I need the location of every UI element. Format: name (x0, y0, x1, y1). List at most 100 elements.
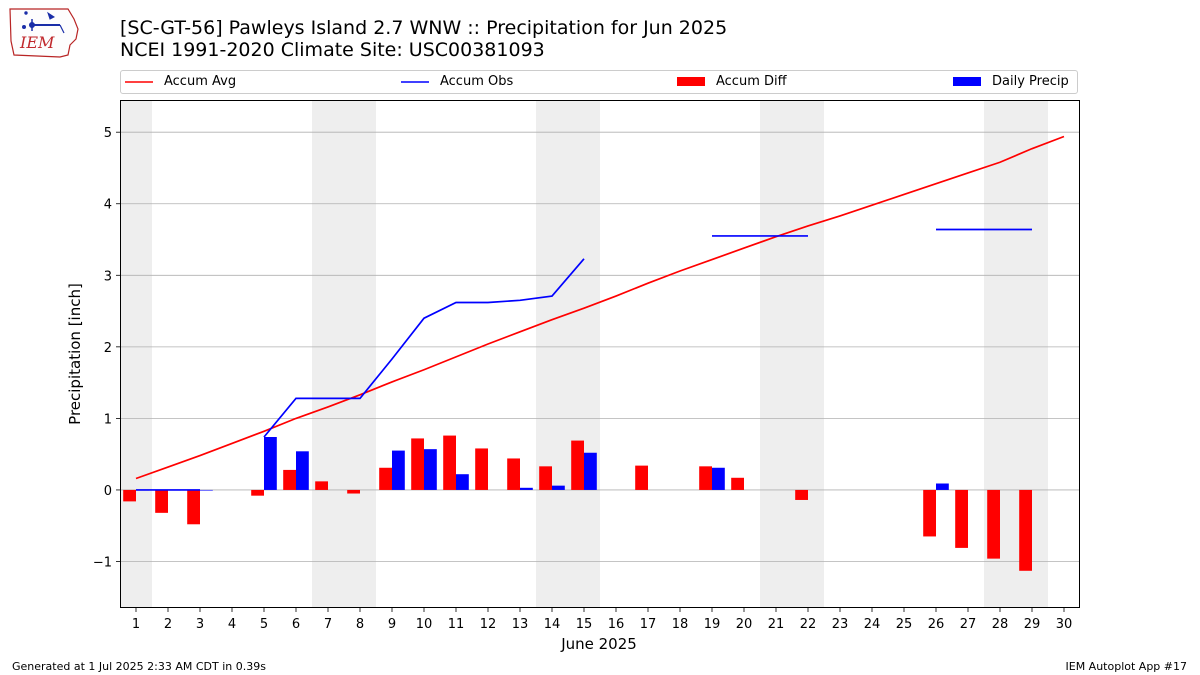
x-tick-label: 30 (1056, 617, 1073, 632)
x-tick-label: 13 (512, 617, 529, 632)
accum-diff-bar (571, 440, 584, 490)
x-tick-label: 15 (576, 617, 593, 632)
weekend-band (120, 100, 152, 608)
accum-diff-bar (923, 489, 936, 537)
accum-diff-bar (507, 458, 520, 490)
plot-frame (120, 100, 1080, 608)
x-tick-label: 3 (196, 617, 204, 632)
y-tick-label: 5 (104, 126, 112, 141)
daily-precip-bar (296, 451, 309, 490)
x-tick-label: 23 (832, 617, 849, 632)
weekend-shading (120, 100, 1048, 608)
chart-title: [SC-GT-56] Pawleys Island 2.7 WNW :: Pre… (120, 17, 728, 39)
accum-diff-bar (251, 489, 264, 496)
legend-label: Daily Precip (992, 74, 1069, 89)
daily-precip-bar (936, 483, 949, 490)
accum-diff-bar (731, 477, 744, 490)
x-tick-label: 6 (292, 617, 300, 632)
x-tick-label: 4 (228, 617, 236, 632)
y-tick-label: 2 (104, 341, 112, 356)
accum-diff-bar (987, 489, 1000, 559)
legend-swatch-line-icon (125, 81, 153, 83)
accum-diff-bar (283, 469, 296, 490)
y-tick-label: 0 (104, 484, 112, 499)
generated-timestamp: Generated at 1 Jul 2025 2:33 AM CDT in 0… (12, 660, 266, 673)
bar-series (123, 435, 1032, 571)
x-tick-label: 10 (416, 617, 433, 632)
daily-precip-bar (264, 436, 277, 490)
app-id-label: IEM Autoplot App #17 (1065, 660, 1188, 673)
accum-diff-bar (1019, 489, 1032, 571)
accum-diff-bar (411, 438, 424, 490)
x-tick-label: 25 (896, 617, 913, 632)
x-tick-label: 28 (992, 617, 1009, 632)
accum-diff-bar (635, 465, 648, 490)
y-tick-label: 4 (104, 198, 112, 213)
x-tick-label: 27 (960, 617, 977, 632)
x-tick-label: 7 (324, 617, 332, 632)
accum-diff-bar (379, 467, 392, 490)
daily-precip-bar (200, 489, 213, 491)
daily-precip-bar (392, 450, 405, 490)
daily-precip-bar (552, 485, 565, 490)
legend-swatch-line-icon (401, 81, 429, 83)
accum-avg-line (135, 135, 1065, 480)
line-series (135, 135, 1065, 491)
x-tick-label: 1 (132, 617, 140, 632)
iem-logo-text: IEM (19, 33, 55, 52)
accum-diff-bar (123, 489, 136, 502)
accum-diff-bar (539, 466, 552, 490)
accum-diff-bar (315, 481, 328, 490)
accum-obs-line (263, 258, 585, 438)
weekend-band (536, 100, 600, 608)
x-tick-label: 17 (640, 617, 657, 632)
iem-logo: IEM (9, 8, 79, 58)
x-tick-label: 11 (448, 617, 465, 632)
y-axis-label: Precipitation [inch] (66, 283, 84, 425)
accum-diff-bar (475, 448, 488, 490)
daily-precip-bar (584, 452, 597, 490)
accum-diff-bar (699, 466, 712, 490)
accum-diff-bar (155, 489, 168, 513)
accum-diff-bar (347, 489, 360, 494)
accum-diff-bar (955, 489, 968, 548)
accum-diff-bar (443, 435, 456, 490)
x-tick-label: 19 (704, 617, 721, 632)
daily-precip-bar (712, 467, 725, 490)
iowa-outline-icon (9, 8, 79, 58)
x-tick-label: 24 (864, 617, 881, 632)
x-axis: 1 2 3 4 5 6 7 8 9 10 11 12 13 14 15 16 17 18 19 20 21 22 23 24 2… (132, 608, 1072, 632)
legend: Accum Avg Accum Obs Accum Diff Daily Pre… (120, 70, 1078, 94)
weekend-band (312, 100, 376, 608)
legend-label: Accum Obs (440, 74, 514, 89)
daily-precip-bar (456, 474, 469, 490)
y-tick-label: −1 (93, 555, 112, 570)
y-tick-label: 3 (104, 269, 112, 284)
x-tick-label: 16 (608, 617, 625, 632)
y-axis: −1 0 1 2 3 4 5 (93, 126, 120, 570)
x-tick-label: 22 (800, 617, 817, 632)
y-tick-label: 1 (104, 412, 112, 427)
weather-station-icon (22, 11, 65, 34)
weekend-band (760, 100, 824, 608)
chart-subtitle: NCEI 1991-2020 Climate Site: USC00381093 (120, 39, 545, 61)
legend-label: Accum Avg (164, 74, 237, 89)
x-tick-label: 26 (928, 617, 945, 632)
x-tick-label: 21 (768, 617, 785, 632)
x-tick-label: 12 (480, 617, 497, 632)
legend-swatch-bar-icon (953, 77, 981, 86)
x-tick-label: 20 (736, 617, 753, 632)
x-axis-label: June 2025 (560, 635, 637, 653)
accum-diff-bar (795, 489, 808, 500)
x-tick-label: 2 (164, 617, 172, 632)
accum-diff-bar (187, 489, 200, 525)
x-tick-label: 5 (260, 617, 268, 632)
x-tick-label: 8 (356, 617, 364, 632)
x-tick-label: 18 (672, 617, 689, 632)
daily-precip-bar (424, 449, 437, 490)
legend-swatch-bar-icon (677, 77, 705, 86)
x-tick-label: 29 (1024, 617, 1041, 632)
daily-precip-bar (520, 487, 533, 490)
x-tick-label: 9 (388, 617, 396, 632)
